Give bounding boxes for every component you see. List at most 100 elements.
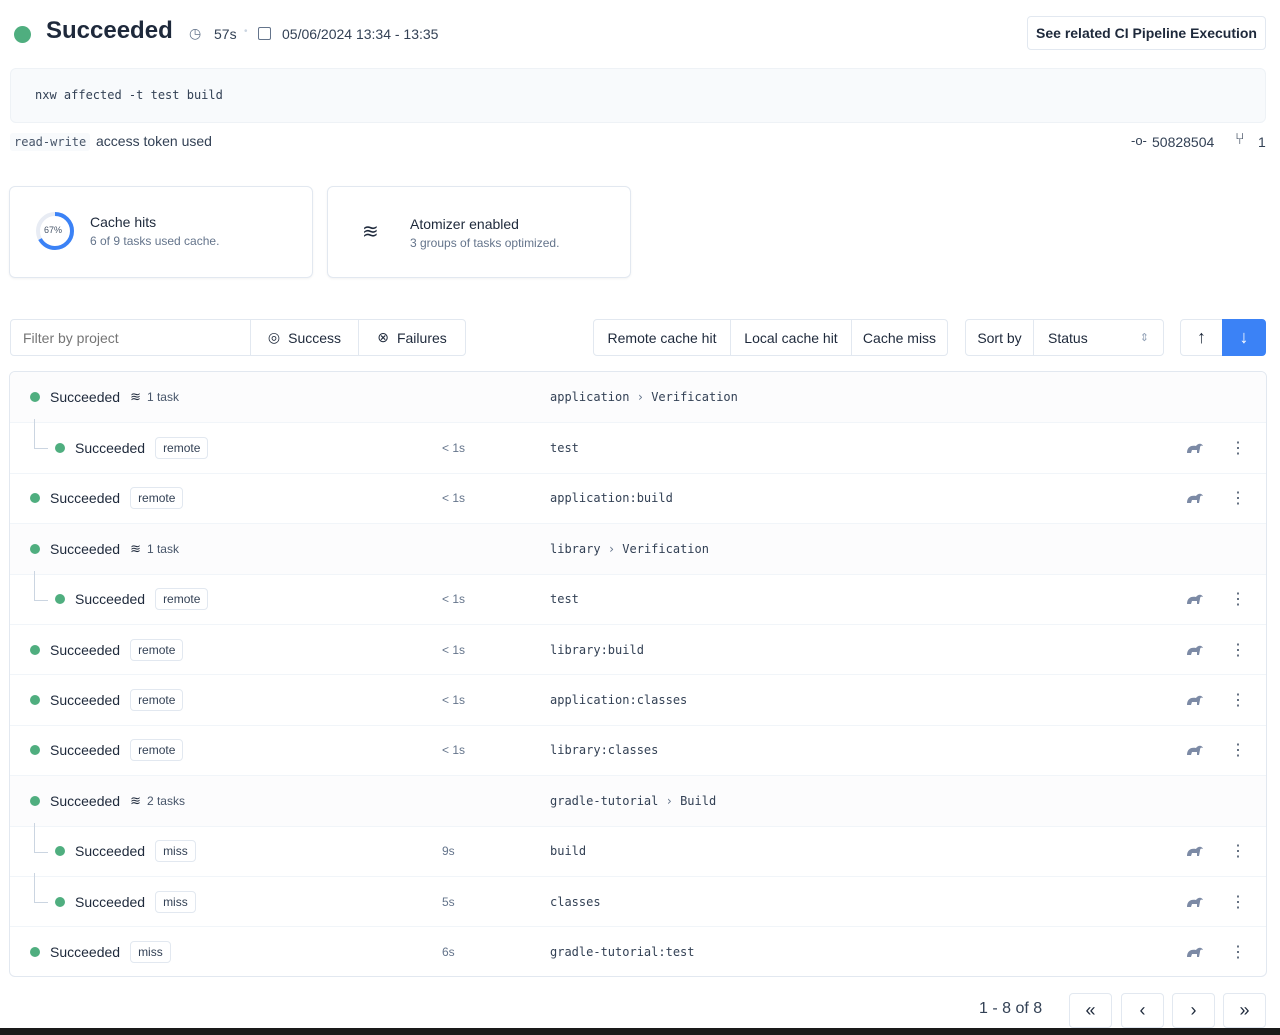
status-dot [30,795,40,806]
project-name: library [550,541,601,556]
more-options-icon[interactable]: ⋮ [1230,893,1246,911]
status-dot [30,392,40,403]
success-filter[interactable]: ◎ Success [250,319,359,356]
status-dot [30,493,40,504]
task-count: 2 tasks [146,793,185,808]
table-row[interactable]: Succeeded remote < 1s application:build ⋮ [10,472,1266,523]
remote-cache-filter[interactable]: Remote cache hit [593,319,731,356]
group-name: Verification [622,541,709,556]
table-row[interactable]: Succeeded miss 5s classes ⋮ [10,873,1266,926]
status-text: Succeeded [75,843,146,860]
duration: < 1s [442,743,466,758]
status-text: Succeeded [75,440,146,457]
status-text: Succeeded [50,540,121,557]
task-target: application:build [550,491,673,506]
tree-connector [34,873,48,903]
cache-miss-filter[interactable]: Cache miss [851,319,948,356]
duration: < 1s [442,693,466,708]
tree-connector [34,822,48,853]
gradle-icon [1187,645,1203,655]
group-row[interactable]: Succeeded ≋ 1 task library › Verification [10,523,1266,574]
task-count: 1 task [146,390,179,405]
group-row[interactable]: Succeeded ≋ 1 task application › Verificati… [10,372,1266,423]
layers-icon: ≋ [362,221,379,243]
group-row[interactable]: Succeeded ≋ 2 tasks gradle-tutorial › Build [10,775,1266,826]
tree-connector [34,570,48,601]
x-circle-icon: ⊗ [377,329,389,345]
task-target: test [550,592,579,607]
table-row[interactable]: Succeeded miss 6s gradle-tutorial:test ⋮ [10,926,1266,976]
date-range: 05/06/2024 13:34 - 13:35 [282,26,439,42]
sort-descending-button[interactable]: ↓ [1222,319,1266,356]
sort-ascending-button[interactable]: ↑ [1180,319,1223,356]
status-dot [55,896,65,907]
more-options-icon[interactable]: ⋮ [1230,843,1246,861]
chevron-right-icon: › [636,390,644,405]
group-target: application › Verification [550,390,738,404]
table-row[interactable]: Succeeded remote < 1s test ⋮ [10,570,1266,624]
task-target: library:build [550,642,644,657]
task-target: application:classes [550,693,688,708]
table-row[interactable]: Succeeded remote < 1s test ⋮ [10,419,1266,472]
status-text: Succeeded [50,490,121,507]
more-options-icon[interactable]: ⋮ [1230,490,1246,508]
layers-icon: ≋ [130,540,141,556]
status-text: Succeeded [50,742,121,759]
cache-percent: 67% [44,225,63,235]
gradle-icon [1187,847,1203,857]
status-text: Succeeded [50,641,121,658]
calendar-icon [258,27,271,40]
chevron-right-icon: › [665,793,673,808]
gradle-icon [1187,494,1203,504]
status-text: Succeeded [75,893,146,910]
project-name: application [550,390,630,405]
status-text: Succeeded [50,389,121,406]
group-target: gradle-tutorial › Build [550,794,716,808]
status-dot [30,695,40,706]
status-dot [55,443,65,454]
duration: < 1s [442,441,466,456]
local-cache-filter[interactable]: Local cache hit [730,319,852,356]
task-target: test [550,441,579,456]
commit-sha[interactable]: 50828504 [1152,134,1215,150]
sort-select[interactable]: Status ⇕ [1033,319,1164,356]
status-dot [55,846,65,857]
table-row[interactable]: Succeeded remote < 1s library:build ⋮ [10,624,1266,674]
project-filter-input[interactable] [10,319,251,356]
gradle-icon [1187,443,1203,454]
table-row[interactable]: Succeeded miss 9s build ⋮ [10,822,1266,876]
task-count: 1 task [146,541,179,556]
related-ci-button[interactable]: See related CI Pipeline Execution [1027,16,1266,50]
more-options-icon[interactable]: ⋮ [1230,692,1246,710]
table-row[interactable]: Succeeded remote < 1s application:classes ⋮ [10,674,1266,724]
next-page-button[interactable]: › [1172,993,1215,1028]
more-options-icon[interactable]: ⋮ [1230,591,1246,609]
cache-hits-card: 67% Cache hits 6 of 9 tasks used cache. [9,186,313,278]
more-options-icon[interactable]: ⋮ [1230,440,1246,458]
cache-badge: remote [130,487,184,510]
first-page-button[interactable]: « [1069,993,1112,1028]
table-row[interactable]: Succeeded remote < 1s library:classes ⋮ [10,724,1266,775]
group-name: Build [680,793,717,808]
status-text: Succeeded [50,692,121,709]
gradle-icon [1187,947,1203,958]
status-dot [14,26,31,43]
atomizer-subtitle: 3 groups of tasks optimized. [410,236,560,250]
last-page-button[interactable]: » [1223,993,1266,1028]
cache-badge: remote [130,739,184,762]
layers-icon: ≋ [130,792,141,808]
task-target: classes [550,894,601,909]
task-table: Succeeded ≋ 1 task application › Verificati… [9,371,1267,977]
status-text: Succeeded [50,792,121,809]
tree-connector [34,419,48,450]
gradle-icon [1187,695,1203,706]
gradle-icon [1187,746,1203,756]
duration: 9s [442,844,455,859]
duration: 6s [442,945,455,960]
failures-filter[interactable]: ⊗ Failures [358,319,466,356]
more-options-icon[interactable]: ⋮ [1230,944,1246,962]
prev-page-button[interactable]: ‹ [1121,993,1164,1028]
more-options-icon[interactable]: ⋮ [1230,742,1246,760]
more-options-icon[interactable]: ⋮ [1230,641,1246,659]
cache-progress-ring [36,212,74,250]
